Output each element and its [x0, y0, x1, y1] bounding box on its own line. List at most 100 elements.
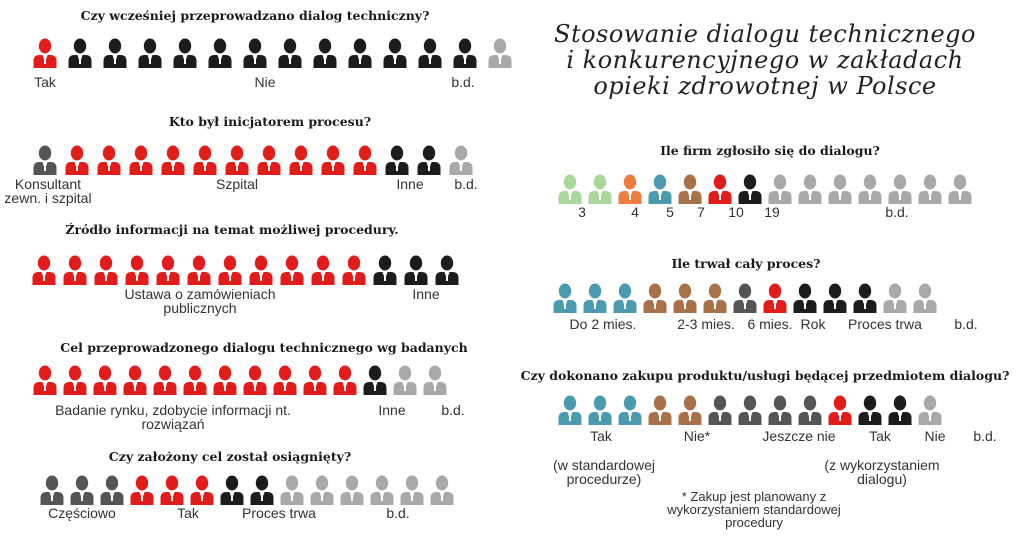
segment-label: Inne — [378, 402, 405, 418]
person-icon — [678, 174, 702, 204]
segment-4 — [828, 395, 852, 425]
person-icon — [643, 283, 667, 313]
segment-7 — [768, 174, 972, 204]
segment-label: Inne — [412, 286, 439, 302]
segment-label: b.d. — [454, 176, 477, 192]
segment-note: dialogu) — [857, 471, 907, 487]
segment-label: b.d. — [954, 316, 977, 332]
person-icon — [583, 283, 607, 313]
pictogram-charts: Czy wcześniej przeprowadzano dialog tech… — [4, 8, 1009, 530]
segment-5 — [708, 174, 732, 204]
main-title-line-1: Stosowanie dialogu technicznego — [554, 20, 976, 48]
person-icon — [400, 475, 424, 505]
footnote: wykorzystaniem standardowej — [666, 502, 841, 517]
segment-1 — [40, 475, 124, 505]
person-icon — [303, 365, 327, 395]
person-icon — [225, 145, 249, 175]
person-icon — [100, 475, 124, 505]
person-icon — [65, 145, 89, 175]
person-icon — [243, 38, 267, 68]
chart-title: Cel przeprowadzonego dialogu techniczneg… — [60, 340, 467, 355]
person-icon — [250, 475, 274, 505]
person-icon — [129, 145, 153, 175]
segment-3 — [488, 38, 512, 68]
segment-label: Konsultant — [15, 176, 81, 192]
chart-3: Źródło informacji na temat możliwej proc… — [32, 222, 459, 316]
segment-3 — [393, 365, 447, 395]
person-icon — [70, 475, 94, 505]
chart-5: Czy założony cel został osiągnięty? Częśc… — [40, 449, 454, 521]
person-icon — [558, 174, 582, 204]
person-icon — [385, 145, 409, 175]
person-icon — [348, 38, 372, 68]
person-icon — [321, 145, 345, 175]
segment-1 — [553, 283, 637, 313]
person-icon — [918, 174, 942, 204]
segment-label: Częściowo — [48, 505, 116, 521]
person-icon — [418, 38, 442, 68]
chart-title: Czy dokonano zakupu produktu/usługi będą… — [521, 368, 1010, 383]
person-icon — [138, 38, 162, 68]
segment-label: Nie — [254, 74, 275, 90]
segment-label: Nie* — [684, 428, 711, 444]
person-icon — [948, 174, 972, 204]
person-icon — [160, 475, 184, 505]
person-icon — [678, 395, 702, 425]
person-icon — [673, 283, 697, 313]
chart-title: Kto był inicjatorem procesu? — [169, 114, 371, 129]
person-icon — [97, 145, 121, 175]
person-icon — [33, 365, 57, 395]
segment-note: (w standardowej — [553, 457, 655, 473]
chart-1: Czy wcześniej przeprowadzano dialog tech… — [33, 8, 512, 90]
segment-3 — [708, 395, 822, 425]
footnote: procedury — [725, 515, 783, 530]
segment-label: 2-3 mies. — [677, 316, 735, 332]
person-icon — [103, 38, 127, 68]
segment-2 — [648, 395, 702, 425]
chart-title: Ile trwał cały proces? — [671, 256, 820, 271]
segment-label: 10 — [728, 204, 744, 220]
person-icon — [733, 283, 757, 313]
person-icon — [125, 255, 149, 285]
person-icon — [828, 395, 852, 425]
person-icon — [130, 475, 154, 505]
chart-title: Źródło informacji na temat możliwej proc… — [65, 222, 398, 237]
segment-label: b.d. — [386, 505, 409, 521]
person-icon — [423, 365, 447, 395]
segment-label: Badanie rynku, zdobycie informacji nt. — [55, 402, 291, 418]
segment-label: 4 — [631, 204, 639, 220]
person-icon — [708, 174, 732, 204]
segment-label: 5 — [666, 204, 674, 220]
chart-6: Ile firm zgłosiło się do dialogu? 3 4 5 7 10 1… — [558, 143, 972, 220]
segment-3 — [648, 174, 672, 204]
chart-title: Ile firm zgłosiło się do dialogu? — [660, 143, 880, 158]
segment-1 — [33, 38, 57, 68]
segment-label: publicznych — [163, 300, 236, 316]
person-icon — [853, 283, 877, 313]
segment-label: Tak — [34, 74, 57, 90]
segment-1 — [33, 365, 357, 395]
segment-label: Tak — [869, 428, 892, 444]
person-icon — [613, 283, 637, 313]
person-icon — [383, 38, 407, 68]
segment-5 — [763, 283, 787, 313]
segment-label: Jeszcze nie — [762, 428, 835, 444]
person-icon — [313, 38, 337, 68]
segment-label: b.d. — [973, 428, 996, 444]
person-icon — [370, 475, 394, 505]
segment-3 — [703, 283, 727, 313]
person-icon — [193, 145, 217, 175]
person-icon — [161, 145, 185, 175]
chart-8: Czy dokonano zakupu produktu/usługi będą… — [521, 368, 1010, 530]
segment-2 — [373, 255, 459, 285]
segment-label: 6 mies. — [747, 316, 792, 332]
segment-2 — [643, 283, 697, 313]
person-icon — [393, 365, 417, 395]
person-icon — [220, 475, 244, 505]
person-icon — [310, 475, 334, 505]
segment-6 — [918, 395, 942, 425]
segment-label: Tak — [590, 428, 613, 444]
person-icon — [249, 255, 273, 285]
person-icon — [273, 365, 297, 395]
